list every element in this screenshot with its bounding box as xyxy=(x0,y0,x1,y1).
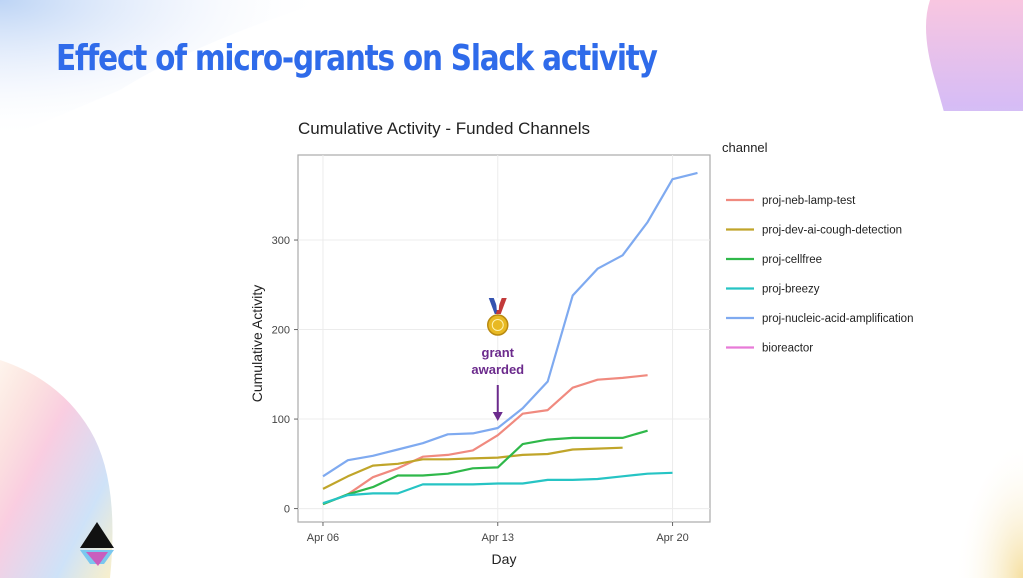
y-tick-label: 200 xyxy=(272,325,290,337)
series-line-proj-cellfree xyxy=(322,429,648,506)
annotation-text: awarded xyxy=(471,362,524,377)
legend-label: proj-nucleic-acid-amplification xyxy=(762,313,913,325)
legend-title: channel xyxy=(722,140,768,155)
chart-title: Cumulative Activity - Funded Channels xyxy=(298,119,590,138)
y-tick-label: 0 xyxy=(284,504,290,516)
legend-background xyxy=(712,111,1023,346)
medal-icon xyxy=(487,298,509,336)
legend-label: proj-dev-ai-cough-detection xyxy=(762,225,902,237)
legend-label: proj-cellfree xyxy=(762,254,822,266)
x-axis: Apr 06 Apr 13 Apr 20 xyxy=(307,522,689,544)
x-tick-label: Apr 13 xyxy=(482,532,514,544)
series-lines xyxy=(322,171,698,506)
legend-label: proj-breezy xyxy=(762,284,820,296)
y-tick-label: 300 xyxy=(272,235,290,247)
x-axis-title: Day xyxy=(492,551,517,567)
grant-annotation: grant awarded xyxy=(471,298,524,421)
series-line-proj-neb-lamp-test xyxy=(322,374,648,506)
x-tick-label: Apr 20 xyxy=(656,532,688,544)
series-line-proj-dev-ai-cough-detection xyxy=(322,446,623,490)
series-line-proj-nucleic-acid-amplification xyxy=(322,171,698,478)
slide-title: Effect of micro-grants on Slack activity xyxy=(56,38,658,79)
y-tick-label: 100 xyxy=(272,414,290,426)
y-axis-title: Cumulative Activity xyxy=(249,285,265,402)
annotation-text: grant xyxy=(482,345,515,360)
annotation-arrowhead xyxy=(492,412,503,421)
x-tick-label: Apr 06 xyxy=(307,532,339,544)
grid xyxy=(298,155,710,522)
series-line-proj-breezy xyxy=(322,471,673,505)
y-axis: 0 100 200 300 xyxy=(272,235,298,516)
legend: channel proj-neb-lamp-test proj-dev-ai-cou… xyxy=(722,140,913,355)
legend-label: proj-neb-lamp-test xyxy=(762,195,856,207)
legend-label: bioreactor xyxy=(762,343,813,355)
plot-area xyxy=(297,154,711,523)
